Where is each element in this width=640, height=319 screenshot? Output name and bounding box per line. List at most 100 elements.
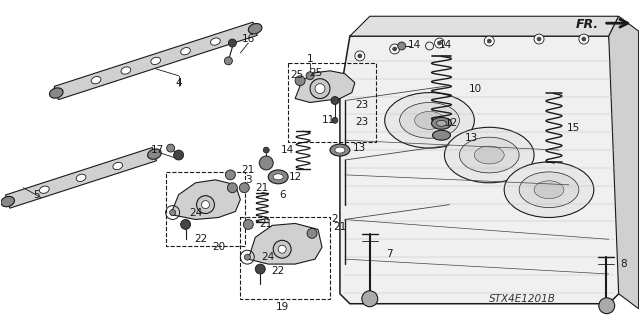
Bar	[241, 218, 330, 299]
Text: 19: 19	[276, 302, 289, 312]
Text: 4: 4	[175, 78, 182, 88]
Circle shape	[332, 117, 338, 123]
Text: 20: 20	[212, 242, 225, 252]
Text: 5: 5	[33, 190, 40, 200]
Bar	[166, 172, 245, 246]
Circle shape	[537, 37, 541, 41]
Text: 8: 8	[620, 259, 627, 269]
Circle shape	[263, 147, 269, 153]
Text: 14: 14	[408, 40, 421, 50]
Circle shape	[484, 36, 494, 46]
Circle shape	[358, 54, 362, 58]
Circle shape	[435, 38, 444, 48]
Text: STX4E1201B: STX4E1201B	[489, 294, 556, 304]
Ellipse shape	[431, 117, 451, 129]
Ellipse shape	[415, 111, 444, 129]
Ellipse shape	[49, 88, 63, 98]
Ellipse shape	[385, 93, 474, 148]
Text: 23: 23	[355, 100, 369, 110]
Circle shape	[331, 97, 339, 105]
Circle shape	[227, 183, 237, 193]
Circle shape	[397, 42, 406, 50]
Circle shape	[487, 39, 492, 43]
Circle shape	[315, 84, 325, 93]
Ellipse shape	[180, 48, 190, 55]
Ellipse shape	[399, 102, 460, 138]
Ellipse shape	[211, 38, 220, 45]
Text: 6: 6	[279, 190, 285, 200]
Ellipse shape	[433, 130, 451, 140]
Polygon shape	[171, 180, 241, 219]
Bar	[288, 63, 376, 142]
Text: 7: 7	[387, 249, 393, 259]
Circle shape	[239, 183, 250, 193]
Polygon shape	[340, 36, 619, 304]
Text: 21: 21	[260, 219, 273, 229]
Ellipse shape	[113, 162, 123, 170]
Circle shape	[579, 34, 589, 44]
Text: 3: 3	[245, 175, 252, 185]
Polygon shape	[54, 22, 257, 100]
Text: FR.: FR.	[575, 18, 599, 31]
Ellipse shape	[148, 149, 161, 159]
Circle shape	[307, 228, 317, 238]
Ellipse shape	[335, 147, 345, 153]
Text: 21: 21	[333, 222, 346, 233]
Ellipse shape	[519, 172, 579, 208]
Circle shape	[259, 156, 273, 170]
Circle shape	[243, 219, 253, 229]
Text: 13: 13	[465, 133, 478, 143]
Text: 23: 23	[355, 117, 369, 127]
Text: 21: 21	[242, 165, 255, 175]
Circle shape	[310, 79, 330, 99]
Text: 22: 22	[194, 234, 207, 244]
Circle shape	[278, 245, 286, 253]
Text: 24: 24	[262, 252, 275, 262]
Text: 25: 25	[309, 68, 323, 78]
Text: 22: 22	[271, 266, 285, 276]
Circle shape	[196, 196, 214, 213]
Circle shape	[170, 210, 175, 216]
Circle shape	[225, 170, 236, 180]
Ellipse shape	[504, 162, 594, 218]
Circle shape	[582, 37, 586, 41]
Ellipse shape	[444, 127, 534, 183]
Ellipse shape	[330, 144, 350, 156]
Circle shape	[390, 44, 399, 54]
Circle shape	[225, 57, 232, 65]
Circle shape	[228, 39, 236, 47]
Polygon shape	[248, 223, 322, 264]
Polygon shape	[350, 16, 619, 36]
Ellipse shape	[268, 170, 288, 184]
Ellipse shape	[273, 174, 283, 180]
Circle shape	[255, 264, 265, 274]
Circle shape	[166, 144, 175, 152]
Ellipse shape	[460, 137, 519, 173]
Text: 12: 12	[445, 118, 458, 128]
Text: 14: 14	[280, 145, 294, 155]
Text: 24: 24	[189, 208, 202, 218]
Text: 13: 13	[353, 143, 367, 153]
Text: 15: 15	[567, 123, 580, 133]
Circle shape	[393, 47, 397, 51]
Circle shape	[295, 76, 305, 85]
Text: 17: 17	[151, 145, 164, 155]
Polygon shape	[6, 147, 157, 208]
Text: 12: 12	[289, 172, 301, 182]
Circle shape	[355, 51, 365, 61]
Ellipse shape	[248, 24, 262, 34]
Text: 25: 25	[291, 70, 304, 80]
Circle shape	[534, 34, 544, 44]
Polygon shape	[609, 16, 639, 309]
Ellipse shape	[474, 146, 504, 164]
Circle shape	[438, 41, 442, 45]
Ellipse shape	[151, 57, 161, 64]
Ellipse shape	[76, 174, 86, 182]
Circle shape	[173, 150, 184, 160]
Circle shape	[599, 298, 614, 314]
Ellipse shape	[436, 120, 447, 126]
Circle shape	[180, 219, 191, 229]
Ellipse shape	[534, 181, 564, 199]
Circle shape	[202, 201, 209, 209]
Text: 21: 21	[255, 183, 269, 193]
